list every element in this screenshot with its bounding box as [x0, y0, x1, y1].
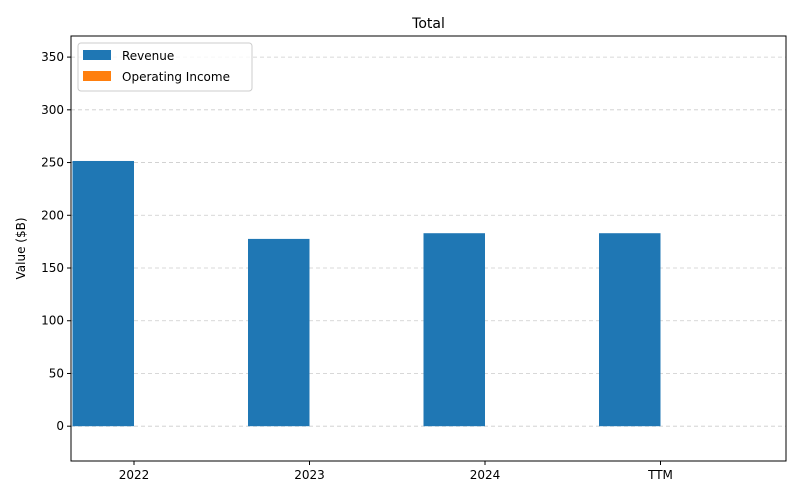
y-tick-label: 350 [41, 50, 64, 64]
x-axis-ticks: 2022 2023 2024 TTM [119, 461, 673, 482]
y-tick-label: 200 [41, 208, 64, 222]
y-tick-label: 150 [41, 261, 64, 275]
bar-revenue [248, 238, 310, 427]
y-tick-label: 0 [56, 419, 64, 433]
x-tick-label: TTM [647, 468, 673, 482]
legend-swatch [83, 50, 111, 60]
y-axis-label: Value ($B) [14, 218, 28, 280]
y-tick-label: 50 [49, 366, 64, 380]
bar-revenue [72, 160, 134, 427]
y-axis-ticks: 0 50 100 150 200 250 300 350 [41, 50, 71, 433]
bars [72, 160, 661, 427]
x-tick-label: 2024 [470, 468, 501, 482]
bar-revenue [599, 233, 661, 427]
legend-label: Operating Income [122, 70, 230, 84]
y-tick-label: 250 [41, 156, 64, 170]
y-tick-label: 300 [41, 103, 64, 117]
chart-title: Total [411, 16, 445, 32]
plot-frame [70, 35, 787, 462]
legend-box [77, 42, 253, 92]
legend-swatch [83, 71, 111, 81]
legend-label: Revenue [122, 49, 174, 63]
y-tick-label: 100 [41, 314, 64, 328]
bar-revenue [423, 233, 485, 427]
x-tick-label: 2022 [119, 468, 150, 482]
x-tick-label: 2023 [294, 468, 325, 482]
legend: Revenue Operating Income [77, 42, 253, 92]
